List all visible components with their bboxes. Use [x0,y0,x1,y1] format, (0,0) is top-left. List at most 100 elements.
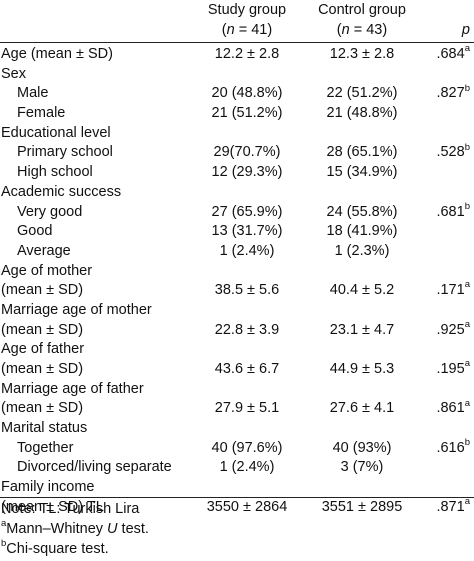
p-value-header: p [461,22,470,38]
p-value: .195a [436,358,470,377]
row-label: Age of mother [1,262,93,279]
row-label: Academic success [1,183,122,200]
control-value: 12.3 ± 2.8 [329,46,395,62]
row-label: Age of father [1,341,85,358]
p-value: .827b [436,82,470,102]
test-footnote-marker: a [464,397,470,409]
header-row-n: (n = 41) (n = 43) p [0,20,474,40]
table-row: (mean ± SD) TL 3550 ± 2864 3551 ± 2895 .871… [0,495,474,518]
study-value: 40 (97.6%) [211,439,283,456]
study-value: 38.5 ± 5.6 [214,282,280,299]
row-label: Marriage age of father [1,380,144,397]
row-label: (mean ± SD) [1,400,84,417]
table-row: Age of mother [0,262,474,282]
control-value: 1 (2.3%) [334,242,390,259]
table-row: Together 40 (97.6%) 40 (93%) .616b [0,436,474,459]
table-row: Family income [0,478,474,498]
table-row: Very good 27 (65.9%) 24 (55.8%) .681b [0,200,474,223]
table-body: Age (mean ± SD) 12.2 ± 2.8 12.3 ± 2.8 .684a… [0,43,474,518]
control-value: 3 (7%) [340,459,384,476]
study-value: 1 (2.4%) [219,459,275,476]
bottom-rule [0,497,474,498]
table-row: Divorced/living separate 1 (2.4%) 3 (7%) [0,458,474,478]
note-chi-square: bChi-square test. [1,538,109,557]
header-row-titles: Study group Control group [0,0,474,20]
control-value: 40 (93%) [332,439,392,456]
row-label: Average [17,242,71,259]
note-mann-whitney: aMann–Whitney U test. [1,518,149,537]
study-value: 27 (65.9%) [211,203,283,220]
p-value: .684a [436,43,470,62]
table-row: (mean ± SD) 38.5 ± 5.6 40.4 ± 5.2 .171a [0,279,474,301]
demographics-table: Study group Control group (n = 41) (n = … [0,0,474,518]
row-label: Educational level [1,124,111,141]
test-footnote-marker: a [464,358,470,370]
p-value: .171a [436,279,470,299]
table-row: Age of father [0,340,474,360]
p-value: .528b [436,141,470,161]
row-label: Female [17,105,66,122]
study-group-header: Study group [207,2,287,18]
study-value: 20 (48.8%) [211,85,283,102]
control-value: 24 (55.8%) [326,203,398,220]
study-value: 12 (29.3%) [211,164,283,181]
test-footnote-marker: b [464,141,470,153]
row-label: Together [17,439,74,456]
table-row: Primary school 29(70.7%) 28 (65.1%) .528b [0,141,474,163]
table-row: Good 13 (31.7%) 18 (41.9%) [0,222,474,242]
row-label: (mean ± SD) [1,361,84,377]
table-row: Sex [0,65,474,85]
row-label: Marriage age of mother [1,301,152,318]
control-value: 40.4 ± 5.2 [329,282,395,299]
study-value: 22.8 ± 3.9 [214,321,280,338]
row-label: (mean ± SD) [1,321,84,338]
row-label: Very good [17,203,83,220]
row-label: Marital status [1,420,88,437]
row-label: Primary school [17,144,113,161]
test-footnote-marker: b [464,436,470,448]
row-label: High school [17,164,93,181]
row-label: Family income [1,479,95,496]
test-footnote-marker: a [464,279,470,291]
row-label: Sex [1,65,26,82]
row-label: Male [17,85,49,102]
table-row: Marital status [0,419,474,439]
table-row: (mean ± SD) 22.8 ± 3.9 23.1 ± 4.7 .925a [0,318,474,341]
test-footnote-marker: b [464,200,470,212]
table-row: (mean ± SD) 43.6 ± 6.7 44.9 ± 5.3 .195a [0,358,474,380]
test-footnote-marker: a [464,43,470,55]
control-value: 21 (48.8%) [326,105,398,122]
study-value: 12.2 ± 2.8 [214,46,280,62]
header-rule [0,42,474,43]
study-value: 43.6 ± 6.7 [214,361,280,377]
control-value: 22 (51.2%) [326,85,398,102]
control-value: 28 (65.1%) [326,144,398,161]
study-value: 3550 ± 2864 [206,498,288,515]
table-notes: Note: TL: Turkish Lira aMann–Whitney U t… [1,499,149,559]
p-value: .681b [436,200,470,220]
table-row: Marriage age of mother [0,301,474,321]
control-value: 18 (41.9%) [326,223,398,240]
row-label: Divorced/living separate [17,459,172,476]
table-row: Marriage age of father [0,380,474,400]
control-value: 15 (34.9%) [326,164,398,181]
test-footnote-marker: a [464,495,470,507]
table-row: Average 1 (2.4%) 1 (2.3%) [0,242,474,262]
control-group-n: (n = 43) [336,22,388,38]
control-value: 44.9 ± 5.3 [329,361,395,377]
test-footnote-marker: a [464,318,470,330]
p-value: .616b [436,436,470,456]
p-value: .871a [436,495,470,515]
table-row: (mean ± SD) 27.9 ± 5.1 27.6 ± 4.1 .861a [0,397,474,419]
table-row: Academic success [0,183,474,203]
test-footnote-marker: b [464,82,470,94]
p-value: .925a [436,318,470,338]
table-row: High school 12 (29.3%) 15 (34.9%) [0,163,474,183]
row-label: (mean ± SD) [1,282,84,299]
note-abbreviation: Note: TL: Turkish Lira [1,501,140,517]
p-value: .861a [436,397,470,417]
table-row: Male 20 (48.8%) 22 (51.2%) .827b [0,82,474,104]
control-group-header: Control group [318,2,406,18]
row-label: Good [17,223,53,240]
study-value: 29(70.7%) [213,144,281,161]
